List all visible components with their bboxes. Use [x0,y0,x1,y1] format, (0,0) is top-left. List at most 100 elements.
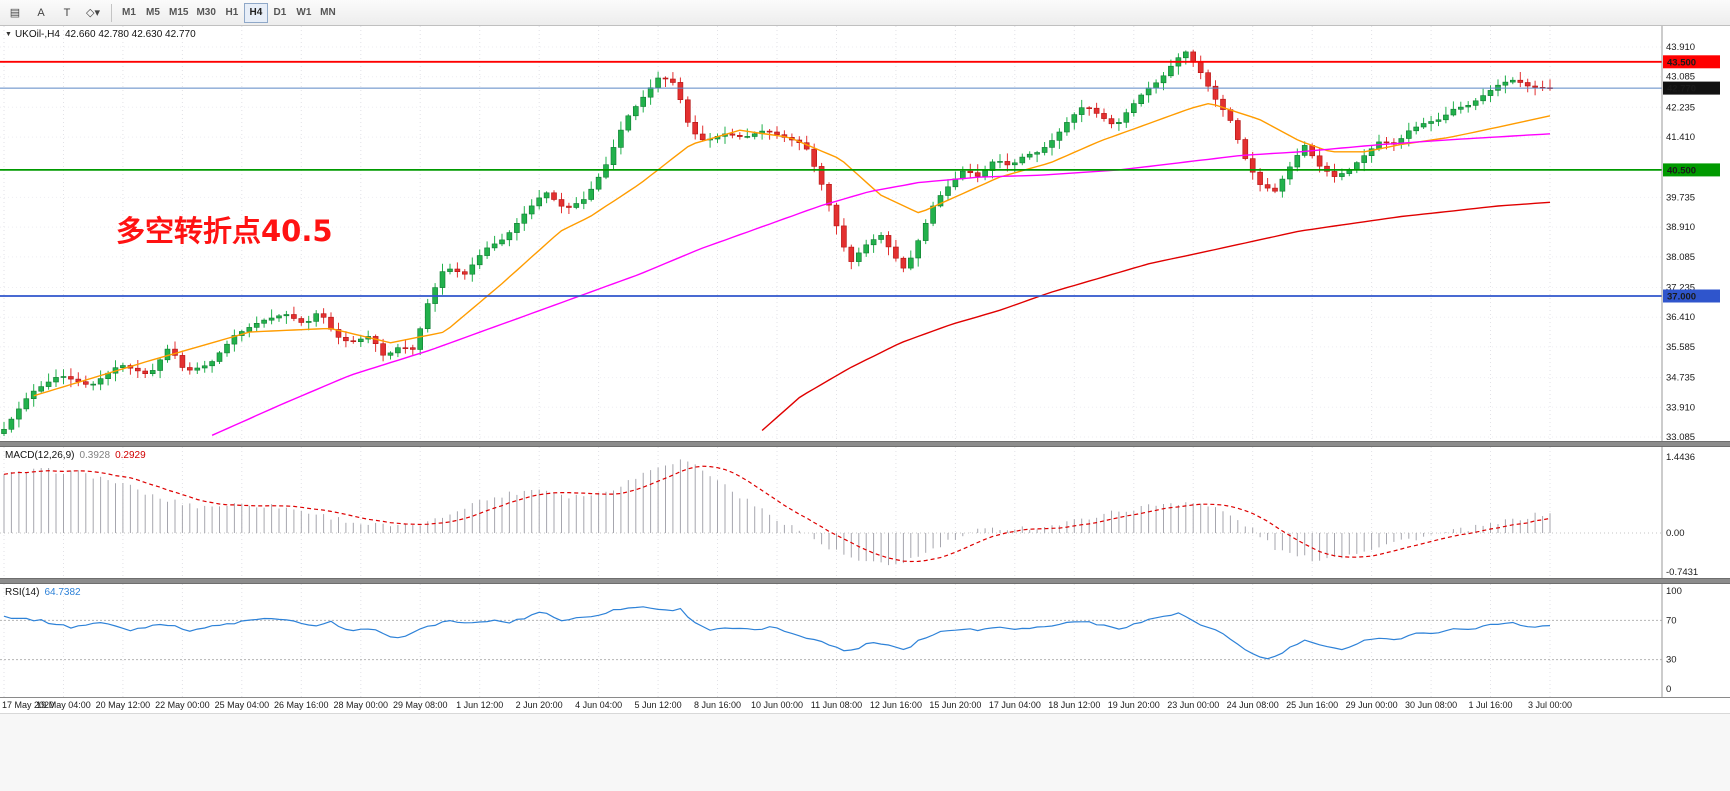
annotation-a-icon[interactable]: A [29,3,53,23]
timeframe-button-mn[interactable]: MN [316,3,340,23]
price-axis-label: 34.735 [1666,373,1695,384]
ma-slow-red [761,201,1551,432]
rsi-line [3,606,1551,660]
price-axis-label: 42.235 [1666,102,1695,113]
price-badge-label: 42.770 [1667,84,1696,95]
drawing-tools-group: ▤ A T ◇▾ [2,0,106,25]
timeframe-button-w1[interactable]: W1 [292,3,316,23]
time-label: 23 Jun 00:00 [1167,700,1220,710]
time-label: 28 May 00:00 [333,700,389,710]
timeframe-button-m5[interactable]: M5 [141,3,165,23]
time-label: 2 Jun 20:00 [515,700,563,710]
price-axis-label: 38.910 [1666,222,1695,233]
text-label-icon[interactable]: T [55,3,79,23]
time-label: 22 May 00:00 [155,700,210,710]
timeframe-button-m1[interactable]: M1 [117,3,141,23]
time-label: 3 Jul 00:00 [1527,700,1573,710]
price-axis-label: 43.910 [1666,42,1695,53]
rsi-panel: 100 70 30 0 RSI(14) 64.7382 [0,584,1730,697]
macd-axis-label: -0.7431 [1666,567,1698,578]
price-axis-label: 33.910 [1666,402,1695,413]
time-label: 29 Jun 00:00 [1345,700,1398,710]
time-label: 26 May 16:00 [274,700,329,710]
time-label: 29 May 08:00 [392,700,448,710]
timeframe-button-m15[interactable]: M15 [165,3,192,23]
price-badge [1663,163,1720,177]
time-label: 12 Jun 16:00 [869,700,922,710]
time-label: 5 Jun 12:00 [634,700,682,710]
macd-axis-label: 1.4436 [1666,452,1695,463]
macd-signal-line [3,465,1551,563]
macd-signal-value: 0.2929 [115,450,146,461]
price-axis-label: 39.735 [1666,192,1695,203]
time-label: 25 May 04:00 [214,700,270,710]
charts-menu-icon[interactable]: ▤ [3,3,27,23]
time-label: 20 May 12:00 [95,700,151,710]
time-axis: 17 May 2020 19 May 04:00 20 May 12:00 22 Ma… [0,697,1730,713]
panel-splitter[interactable] [0,578,1730,584]
panel-splitter[interactable] [0,441,1730,447]
time-label: 25 Jun 16:00 [1286,700,1339,710]
time-label: 17 May 2020 [2,700,55,710]
rsi-canvas[interactable]: 100 70 30 0 [0,584,1730,697]
rsi-value: 64.7382 [44,587,81,598]
macd-label: MACD(12,26,9) [5,450,75,461]
time-label: 8 Jun 16:00 [694,700,742,710]
time-label: 17 Jun 04:00 [988,700,1041,710]
symbol-dropdown-icon[interactable]: ▼ [5,31,12,38]
time-label: 30 Jun 08:00 [1405,700,1458,710]
price-axis-label: 38.085 [1666,252,1695,263]
macd-canvas[interactable]: 1.4436 0.00 -0.7431 [0,447,1730,578]
rsi-axis-label: 100 [1666,586,1682,597]
rsi-label: RSI(14) [5,587,40,598]
time-label: 10 Jun 00:00 [750,700,804,710]
time-label: 19 Jun 20:00 [1107,700,1160,710]
chart-title: ▼ UKOil-,H4 42.660 42.780 42.630 42.770 [5,29,196,40]
macd-main-value: 0.3928 [79,450,111,461]
rsi-axis-label: 0 [1666,684,1671,695]
price-axis-label: 41.410 [1666,132,1695,143]
toolbar: ▤ A T ◇▾ M1 M5 M15 M30 H1 H4 D1 W1 MN [0,0,1730,26]
ma-mid-magenta [211,133,1551,436]
timeframe-button-h1[interactable]: H1 [220,3,244,23]
price-axis-label: 33.085 [1666,432,1695,441]
price-badge-label: 37.000 [1667,292,1696,303]
macd-panel: 1.4436 0.00 -0.7431 MACD(12,26,9) 0.3928 0.2… [0,447,1730,578]
time-label: 11 Jun 08:00 [810,700,863,710]
price-badge [1663,81,1720,95]
toolbar-separator [111,3,112,22]
time-label: 1 Jul 16:00 [1468,700,1513,710]
time-label: 1 Jun 12:00 [456,700,504,710]
rsi-header: RSI(14) 64.7382 [5,587,81,598]
time-label: 24 Jun 08:00 [1226,700,1279,710]
symbol-label: UKOil-,H4 [14,29,60,40]
time-label: 18 Jun 12:00 [1048,700,1101,710]
rsi-axis-label: 30 [1666,655,1677,666]
price-badge-label: 40.500 [1667,165,1696,176]
price-badge [1663,289,1720,303]
time-label: 15 Jun 20:00 [929,700,982,710]
rsi-axis-label: 70 [1666,615,1677,626]
timeframe-button-h4[interactable]: H4 [243,2,268,23]
timeframe-button-m30[interactable]: M30 [192,3,219,23]
timeframe-button-d1[interactable]: D1 [268,3,292,23]
ma-fast-orange [33,102,1551,397]
time-label: 19 May 04:00 [36,700,91,710]
price-axis-label: 37.235 [1666,283,1695,294]
macd-axis-label: 0.00 [1666,528,1685,539]
timeframe-buttons-group: M1 M5 M15 M30 H1 H4 D1 W1 MN [117,0,340,25]
price-chart-canvas[interactable]: 43.910 43.085 42.235 41.410 39.735 38.910 38.0… [0,26,1730,441]
price-axis-label: 35.585 [1666,342,1695,353]
price-axis-label: 43.085 [1666,72,1695,83]
annotation-text: 多空转折点40.5 [116,214,333,248]
time-label: 4 Jun 04:00 [575,700,623,710]
footer-strip [0,713,1730,791]
price-badge-label: 43.500 [1667,57,1696,68]
price-chart-panel: 43.910 43.085 42.235 41.410 39.735 38.910 38.0… [0,26,1730,441]
shapes-dropdown-icon[interactable]: ◇▾ [81,3,105,23]
macd-header: MACD(12,26,9) 0.3928 0.2929 [5,450,146,461]
price-badge [1663,55,1720,69]
price-axis-label: 36.410 [1666,312,1695,323]
ohlc-values: 42.660 42.780 42.630 42.770 [64,29,196,40]
